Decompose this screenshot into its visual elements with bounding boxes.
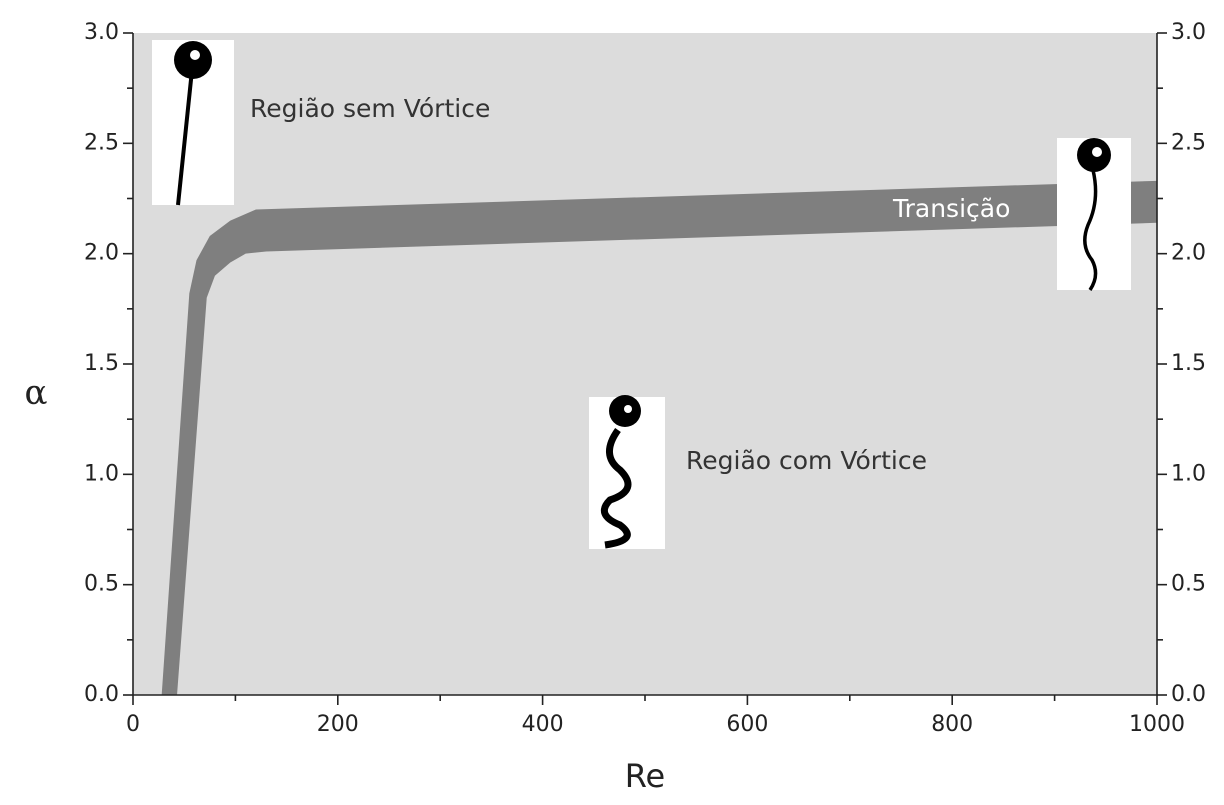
y2-tick-label: 3.0	[1171, 20, 1206, 45]
x-tick-label: 1000	[1129, 712, 1185, 737]
x-axis-label: Re	[625, 757, 665, 795]
y-axis-label: α	[25, 373, 48, 413]
y-tick-label: 0.0	[84, 682, 119, 707]
image-no-vortex	[152, 40, 234, 205]
y-tick-label: 3.0	[84, 20, 119, 45]
x-tick-label: 400	[522, 712, 564, 737]
y-tick-label: 2.0	[84, 241, 119, 266]
y2-tick-label: 0.5	[1171, 572, 1206, 597]
x-tick-label: 800	[931, 712, 973, 737]
image-vortex	[589, 395, 665, 549]
annotation: Transição	[892, 194, 1010, 223]
x-tick-label: 600	[726, 712, 768, 737]
y-tick-label: 0.5	[84, 572, 119, 597]
y-tick-label: 2.5	[84, 130, 119, 155]
y2-tick-label: 2.5	[1171, 130, 1206, 155]
y2-tick-label: 1.0	[1171, 461, 1206, 486]
page: Região sem Vórtice Transição Região com …	[0, 0, 1224, 805]
y2-tick-label: 1.5	[1171, 351, 1206, 376]
annotation: Região sem Vórtice	[250, 94, 490, 123]
x-tick-label: 200	[317, 712, 359, 737]
x-tick-label: 0	[126, 712, 140, 737]
y2-tick-label: 0.0	[1171, 682, 1206, 707]
image-transition	[1057, 138, 1131, 290]
chart: Região sem Vórtice Transição Região com …	[0, 0, 1224, 805]
annotation: Região com Vórtice	[686, 446, 927, 475]
plot-background	[133, 33, 1157, 695]
y-tick-label: 1.5	[84, 351, 119, 376]
plot-area	[133, 33, 1157, 695]
y2-tick-label: 2.0	[1171, 241, 1206, 266]
y-tick-label: 1.0	[84, 461, 119, 486]
